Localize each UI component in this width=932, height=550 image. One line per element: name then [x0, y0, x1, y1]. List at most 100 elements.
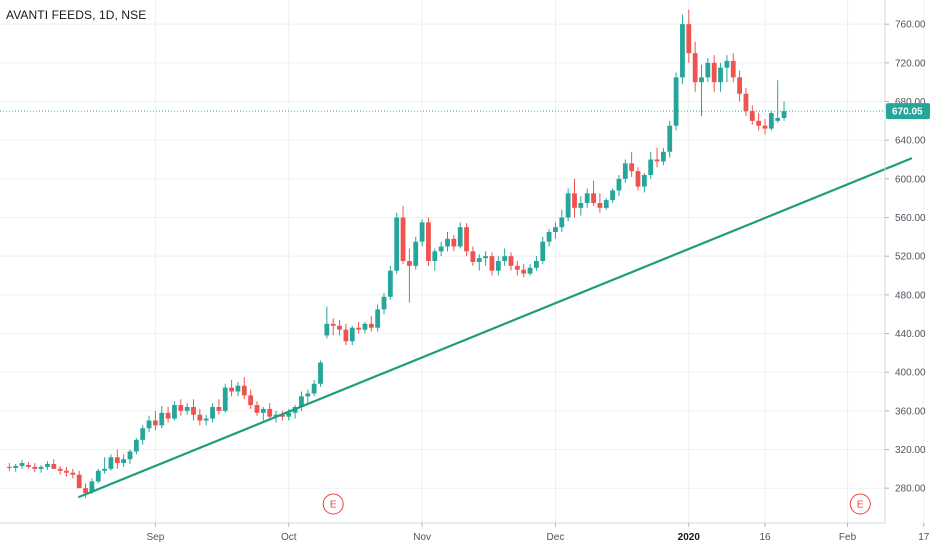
candle-body	[616, 178, 622, 191]
candle-body	[559, 217, 565, 228]
candle-body	[489, 256, 495, 271]
candle-body	[153, 420, 158, 426]
earnings-event-circle	[322, 493, 344, 515]
candle	[70, 468, 76, 479]
candle-body	[476, 258, 482, 262]
candle	[216, 399, 222, 415]
candle-body	[210, 406, 215, 419]
x-tick-label: 16	[759, 532, 771, 543]
x-tick-label: Dec	[547, 532, 565, 543]
candle	[489, 252, 495, 276]
candle	[470, 246, 476, 266]
candle	[534, 256, 539, 271]
earnings-event-marker[interactable]: E	[849, 493, 871, 515]
candle-body	[534, 261, 539, 268]
candle-body	[464, 227, 469, 252]
candle	[686, 9, 692, 63]
candle	[514, 261, 520, 276]
candle	[629, 151, 635, 177]
candle	[565, 188, 571, 222]
price-axis[interactable]: 280.00 320.00 360.00 400.00 440.00 480.00 520.…	[885, 20, 926, 495]
candle	[375, 304, 381, 332]
trendline[interactable]	[78, 157, 913, 498]
candle-body	[121, 459, 127, 464]
candle	[343, 323, 349, 346]
candle	[121, 454, 127, 467]
candle-body	[368, 323, 374, 328]
candle	[305, 389, 311, 404]
candle	[705, 58, 711, 83]
candle	[667, 120, 673, 158]
candle-body	[235, 385, 241, 392]
candle	[95, 468, 101, 484]
y-tick-label: 600.00	[895, 174, 926, 185]
candle-body	[286, 412, 292, 417]
candle	[324, 306, 330, 339]
y-tick-label: 640.00	[895, 136, 926, 147]
candle	[597, 193, 603, 213]
candle-body	[387, 270, 393, 297]
time-axis[interactable]: Sep Oct Nov Dec 2020 16 Feb 17	[147, 523, 930, 543]
candle-body	[591, 193, 596, 204]
candle-body	[546, 232, 552, 242]
candle	[114, 449, 120, 469]
candle	[673, 72, 679, 131]
x-tick-label: 2020	[678, 532, 701, 543]
candle-body	[89, 481, 95, 493]
y-tick-label: 440.00	[895, 329, 926, 340]
candle	[622, 159, 628, 183]
candle	[165, 406, 171, 423]
candle-body	[540, 241, 546, 262]
candle	[102, 457, 107, 474]
candle-body	[38, 466, 44, 469]
candle-body	[159, 412, 165, 426]
candle-body	[451, 238, 457, 247]
candle-body	[343, 329, 349, 342]
candle-body	[508, 256, 514, 266]
trendline-layer[interactable]	[78, 157, 913, 498]
candle-body	[597, 203, 603, 208]
candle	[451, 234, 457, 252]
candle	[438, 241, 444, 257]
candle-body	[140, 428, 146, 440]
candle	[502, 248, 508, 266]
candle-body	[407, 261, 412, 266]
candle	[108, 454, 114, 471]
earnings-event-marker[interactable]: E	[322, 493, 344, 515]
candle-body	[146, 420, 152, 429]
y-tick-label: 480.00	[895, 290, 926, 301]
candle-body	[775, 117, 781, 121]
candle	[483, 251, 488, 266]
candle	[153, 410, 158, 431]
candle-body	[711, 62, 717, 83]
candle	[356, 321, 361, 334]
candle	[229, 379, 234, 397]
candle-body	[64, 470, 69, 473]
candle	[413, 236, 419, 270]
last-price-label: 670.05	[892, 107, 923, 118]
y-tick-label: 360.00	[895, 406, 926, 417]
candle	[464, 223, 469, 257]
candle	[419, 219, 425, 247]
candle	[724, 55, 730, 83]
earnings-event-label: E	[330, 500, 337, 511]
candle	[19, 460, 25, 469]
candle	[476, 254, 482, 271]
candle	[38, 464, 44, 473]
candle	[457, 222, 463, 249]
candle	[76, 470, 82, 489]
candle-body	[629, 163, 635, 172]
candle-body	[330, 323, 336, 326]
candle	[603, 198, 609, 210]
x-tick-label: Feb	[839, 532, 857, 543]
candle-body	[749, 111, 755, 121]
candle-body	[299, 396, 304, 407]
candle-body	[438, 246, 444, 252]
y-tick-label: 320.00	[895, 445, 926, 456]
candle	[737, 70, 742, 102]
candle-body	[686, 24, 692, 54]
candle	[546, 229, 552, 247]
candle-body	[229, 387, 234, 392]
candle-body	[51, 464, 57, 469]
